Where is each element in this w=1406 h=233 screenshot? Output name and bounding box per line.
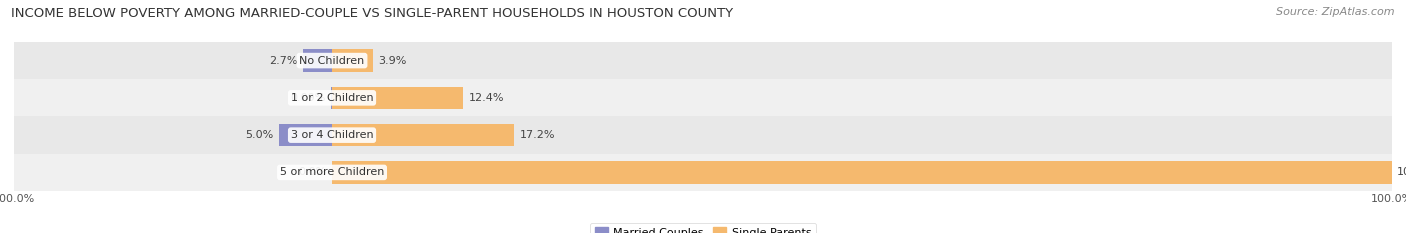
- Legend: Married Couples, Single Parents: Married Couples, Single Parents: [591, 223, 815, 233]
- Text: 3 or 4 Children: 3 or 4 Children: [291, 130, 374, 140]
- Bar: [278, 124, 332, 146]
- Text: Source: ZipAtlas.com: Source: ZipAtlas.com: [1277, 7, 1395, 17]
- Text: 100.0%: 100.0%: [1398, 168, 1406, 177]
- Bar: [14, 154, 1392, 191]
- Text: No Children: No Children: [299, 56, 364, 65]
- Text: 0.0%: 0.0%: [298, 168, 326, 177]
- Bar: [304, 49, 332, 72]
- Text: 2.7%: 2.7%: [270, 56, 298, 65]
- Text: 12.4%: 12.4%: [468, 93, 505, 103]
- Bar: [332, 161, 1392, 184]
- Bar: [332, 49, 374, 72]
- Text: 17.2%: 17.2%: [520, 130, 555, 140]
- Text: 5.0%: 5.0%: [246, 130, 274, 140]
- Text: 3.9%: 3.9%: [378, 56, 408, 65]
- Bar: [14, 42, 1392, 79]
- Bar: [14, 79, 1392, 116]
- Text: 1 or 2 Children: 1 or 2 Children: [291, 93, 374, 103]
- Bar: [14, 116, 1392, 154]
- Text: 0.09%: 0.09%: [291, 93, 326, 103]
- Text: 5 or more Children: 5 or more Children: [280, 168, 384, 177]
- Bar: [332, 87, 464, 109]
- Text: INCOME BELOW POVERTY AMONG MARRIED-COUPLE VS SINGLE-PARENT HOUSEHOLDS IN HOUSTON: INCOME BELOW POVERTY AMONG MARRIED-COUPL…: [11, 7, 734, 20]
- Bar: [332, 124, 515, 146]
